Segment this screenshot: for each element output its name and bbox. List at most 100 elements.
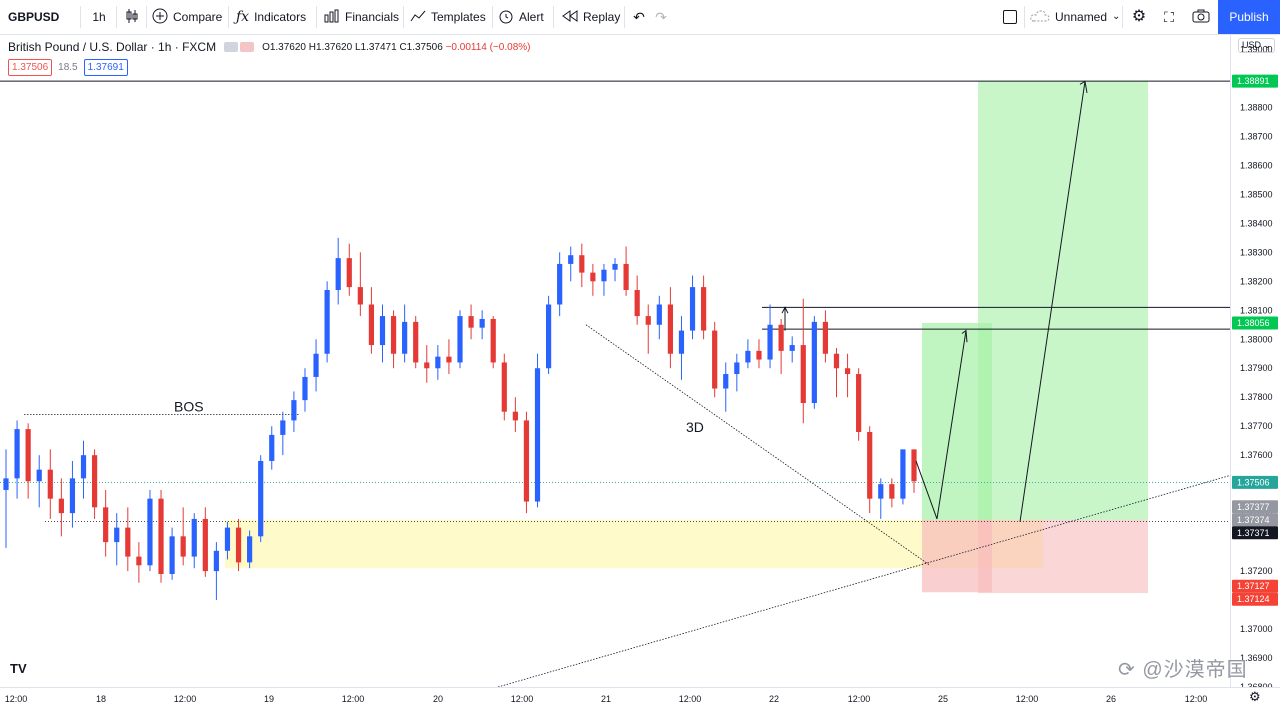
candle-body [767,324,773,360]
templates-button[interactable]: Templates [410,0,490,34]
candle-body [25,429,31,482]
candle-body [413,321,419,363]
price-label-text: 1.37124 [1237,594,1270,604]
price-label-badge [1232,579,1278,593]
price-label-text: 1.38891 [1237,76,1270,86]
alert-button[interactable]: Alert [498,0,550,34]
price-chart[interactable]: BOS 3D [0,35,1230,687]
currency-label: USD [1242,40,1262,50]
price-tick-label: 1.37900 [1240,363,1273,373]
candle-body [545,304,552,369]
candle-body [623,263,629,291]
candle-body [3,478,9,490]
chart-type-button[interactable] [120,0,144,34]
time-tick-label: 12:00 [1185,694,1208,704]
fullscreen-icon: ⛶ [1164,9,1174,25]
financials-label: Financials [345,10,400,24]
candle-body [745,350,751,363]
currency-selector[interactable]: USD ⌄ [1238,38,1276,53]
undo-button[interactable]: ↶ [630,0,648,34]
financials-button[interactable]: Financials [324,0,400,34]
candle-body [402,321,408,354]
price-label-badge [1232,500,1278,514]
candle-body [114,527,120,543]
layout-button[interactable] [1000,0,1020,34]
buy-button[interactable]: 1.37691 [83,59,128,76]
legend-open: O1.37620 [262,41,306,53]
price-tick-label: 1.37600 [1240,450,1273,460]
interval-button[interactable]: 1h [86,0,112,34]
fullscreen-button[interactable]: ⛶ [1158,0,1180,34]
price-label-text: 1.37374 [1237,515,1270,525]
candle-body [601,269,607,282]
time-tick-label: 12:00 [342,694,365,704]
top-toolbar: GBPUSD 1h Compare ƒx Indicators Financia… [0,0,1280,35]
candle-body [512,411,518,421]
candle-body [900,449,906,499]
candle-body [269,434,275,461]
time-tick-label: 20 [433,694,443,704]
target-zone-2 [978,81,1148,520]
candle-body [258,460,264,537]
candle-body [291,400,297,421]
price-label-text: 1.37371 [1237,528,1270,538]
price-label-text: 1.37506 [1237,477,1270,487]
toolbar-divider [316,6,317,28]
snapshot-button[interactable] [1190,0,1212,34]
axis-settings-icon[interactable]: ⚙ [1249,689,1261,704]
interval-label: 1h [92,10,106,24]
bos-label: BOS [174,399,204,415]
toolbar-divider [624,6,625,28]
candle-body [58,498,64,514]
candle-body [379,316,386,346]
time-tick-label: 18 [96,694,106,704]
tradingview-logo: TV [10,661,27,676]
candle-body [313,353,319,377]
price-label-badge [1232,475,1278,489]
candle-body [14,429,20,479]
price-tick-label: 1.37200 [1240,566,1273,576]
candle-body [590,272,596,282]
toolbar-divider [1122,6,1123,28]
legend-close: C1.37506 [399,41,443,53]
projection-arrow [915,330,967,520]
candle-body [878,484,884,499]
price-tick-label: 1.38300 [1240,247,1273,257]
redo-button[interactable]: ↷ [652,0,670,34]
candle-body [501,362,507,412]
candle-body [789,345,795,351]
price-tick-label: 1.36900 [1240,653,1273,663]
financials-icon [324,9,340,25]
candle-body [734,362,740,375]
price-label-badge [1232,513,1278,527]
replay-button[interactable]: Replay [562,0,620,34]
indicators-label: Indicators [254,10,307,24]
indicators-button[interactable]: ƒx Indicators [236,0,314,34]
layout-name-button[interactable]: Unnamed ⌄ [1030,0,1120,34]
toolbar-divider [116,6,117,28]
candle-body [335,258,341,291]
price-label-badge [1232,74,1278,88]
undo-icon: ↶ [633,9,645,25]
candle-body [368,304,375,346]
arrow-head [781,306,789,314]
layout-name-label: Unnamed [1055,10,1108,24]
candle-body [247,536,253,563]
candle-body [634,290,640,317]
candle-body [435,356,441,369]
legend-visibility-icon[interactable] [224,42,255,52]
compare-button[interactable]: Compare [152,0,224,34]
arrow-head [1079,80,1088,94]
candle-body [147,498,153,566]
sell-button[interactable]: 1.37506 [8,59,53,76]
symbol-search-button[interactable]: GBPUSD [8,0,78,34]
publish-button[interactable]: Publish [1218,0,1280,34]
candle-body [280,420,286,435]
settings-button[interactable]: ⚙ [1128,0,1150,34]
candle-body [534,368,541,502]
price-axis[interactable]: 1.39000 1.38800 1.38700 1.38600 1.38500 1.384… [1230,35,1280,692]
stop-zone-2 [978,519,1148,594]
time-axis[interactable]: 12:00 18 12:00 19 12:00 20 12:00 21 12:00 22 12:00… [0,687,1280,707]
candle-body [490,318,496,363]
candle-body [136,556,142,566]
